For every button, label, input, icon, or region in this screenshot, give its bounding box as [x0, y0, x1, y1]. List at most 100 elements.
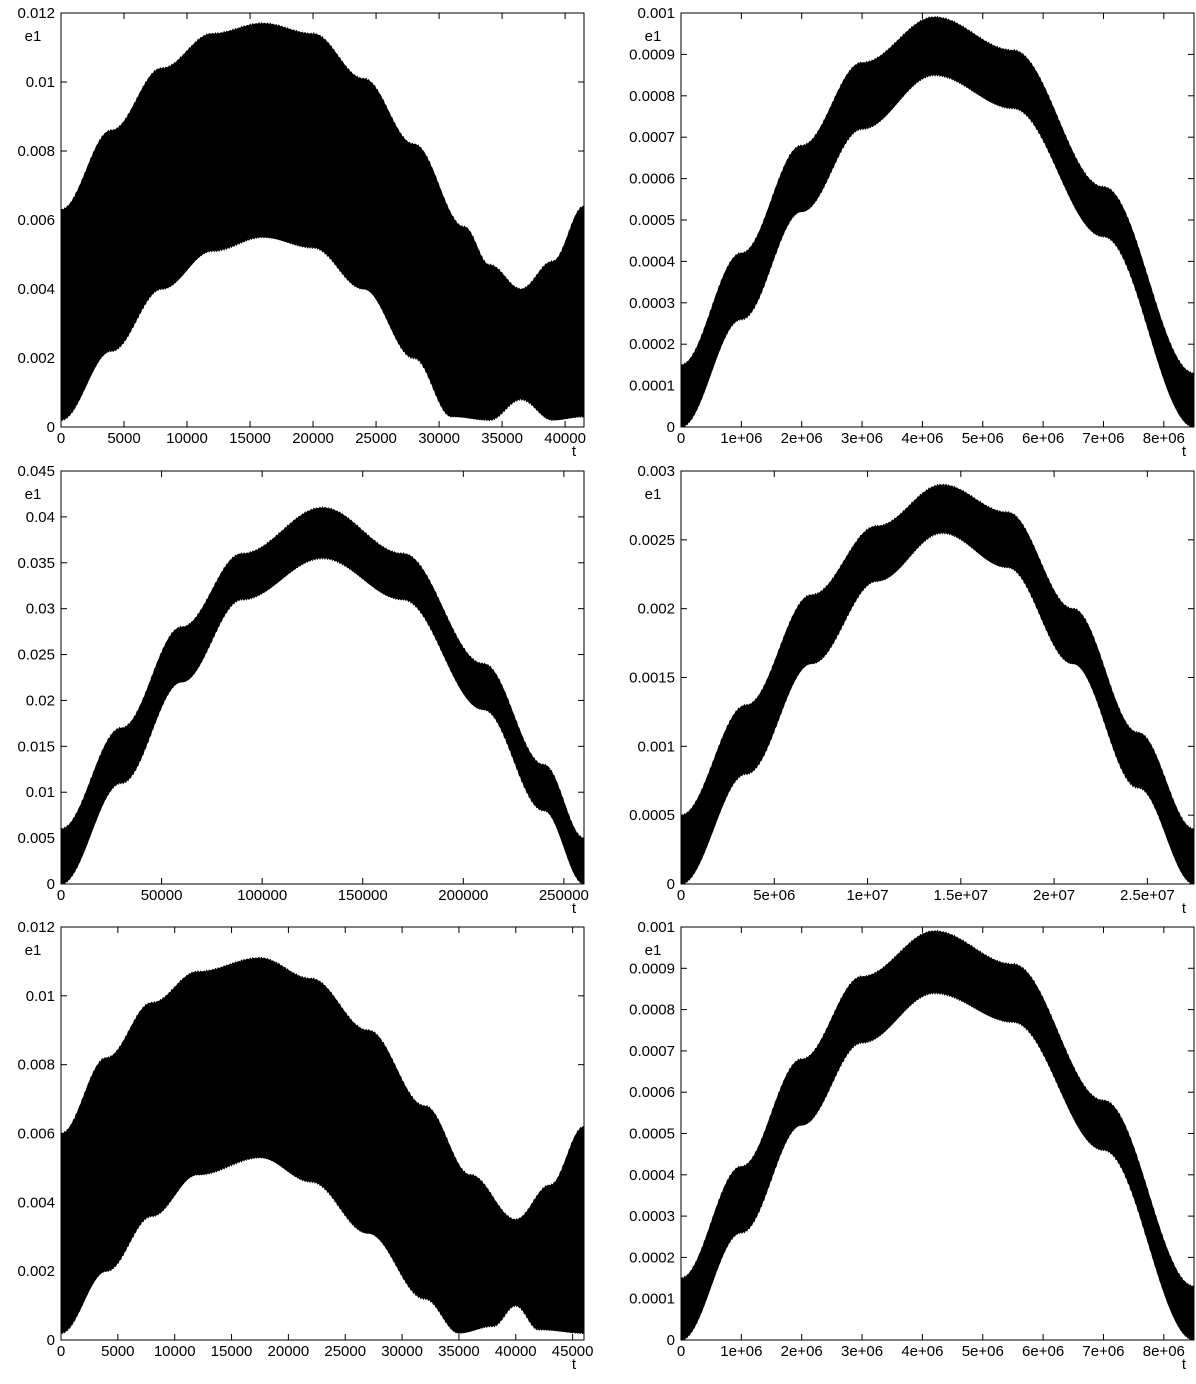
x-tick-label: 15000 [229, 430, 271, 447]
y-tick-label: 0.0002 [629, 1249, 675, 1266]
y-tick-label: 0.0003 [629, 295, 675, 312]
x-tick-label: 25000 [355, 430, 397, 447]
y-tick-label: 0.002 [17, 1263, 55, 1280]
x-tick-label: 0 [57, 887, 65, 904]
x-tick-label: 35000 [481, 430, 523, 447]
y-tick-label: 0.035 [17, 555, 55, 572]
x-axis-label: t [1182, 443, 1187, 460]
y-tick-label: 0.015 [17, 738, 55, 755]
x-tick-label: 35000 [438, 1343, 480, 1360]
x-tick-label: 250000 [539, 887, 589, 904]
y-tick-label: 0.002 [17, 350, 55, 367]
x-tick-label: 30000 [418, 430, 460, 447]
chart-panel-4: 0 0.0005 0.001 0.0015 0.002 0.0025 0.003 0 5e+06… [629, 463, 1195, 917]
y-tick-label: 0.0005 [629, 212, 675, 229]
y-tick-label: 0.001 [637, 5, 675, 22]
y-tick-label: 0.003 [637, 463, 675, 480]
x-tick-label: 6e+06 [1022, 1343, 1064, 1360]
y-tick-label: 0.008 [17, 143, 55, 160]
y-tick-label: 0.0025 [629, 532, 675, 549]
y-tick-label: 0.005 [17, 830, 55, 847]
y-tick-label: 0 [667, 876, 675, 893]
y-tick-label: 0.02 [26, 692, 55, 709]
y-tick-label: 0.01 [26, 988, 55, 1005]
y-tick-label: 0.0009 [629, 960, 675, 977]
envelope-band-2 [680, 15, 1195, 428]
x-tick-label: 45000 [552, 1343, 594, 1360]
envelope-band-4 [680, 483, 1195, 885]
y-tick-label: 0.006 [17, 1126, 55, 1143]
x-tick-label: 150000 [338, 887, 388, 904]
x-tick-label: 100000 [237, 887, 287, 904]
y-tick-label: 0.004 [17, 281, 55, 298]
x-tick-label: 1e+06 [720, 1343, 762, 1360]
x-tick-label: 2.5e+07 [1120, 887, 1175, 904]
x-tick-label: 5e+06 [962, 1343, 1004, 1360]
x-tick-label: 3e+06 [841, 1343, 883, 1360]
y-tick-label: 0.008 [17, 1057, 55, 1074]
x-tick-label: 8e+06 [1143, 1343, 1185, 1360]
envelope-band-3 [60, 506, 585, 885]
y-tick-label: 0.0006 [629, 171, 675, 188]
x-tick-label: 7e+06 [1082, 430, 1124, 447]
x-tick-label: 200000 [438, 887, 488, 904]
y-tick-label: 0.0001 [629, 1291, 675, 1308]
y-tick-label: 0.0007 [629, 1043, 675, 1060]
x-tick-label: 0 [677, 1343, 685, 1360]
y-tick-label: 0.0004 [629, 1167, 675, 1184]
y-tick-label: 0.01 [26, 784, 55, 801]
x-tick-label: 8e+06 [1143, 430, 1185, 447]
x-axis-label: t [572, 443, 577, 460]
plot-frame [60, 470, 585, 885]
x-tick-label: 40000 [495, 1343, 537, 1360]
x-tick-label: 4e+06 [901, 1343, 943, 1360]
x-tick-label: 2e+06 [781, 430, 823, 447]
x-axis-label: t [1182, 1356, 1187, 1373]
y-tick-label: 0.0009 [629, 46, 675, 63]
x-tick-label: 40000 [544, 430, 586, 447]
y-tick-label: 0.001 [637, 919, 675, 936]
x-tick-label: 10000 [166, 430, 208, 447]
y-tick-label: 0 [47, 876, 55, 893]
envelope-band-1 [60, 21, 585, 422]
y-tick-label: 0.012 [17, 5, 55, 22]
y-tick-label: 0.004 [17, 1194, 55, 1211]
y-tick-label: 0.0001 [629, 378, 675, 395]
x-tick-label: 0 [677, 430, 685, 447]
y-tick-label: 0 [47, 419, 55, 436]
x-tick-label: 7e+06 [1082, 1343, 1124, 1360]
x-tick-label: 20000 [292, 430, 334, 447]
x-tick-label: 0 [677, 887, 685, 904]
x-tick-label: 5e+06 [753, 887, 795, 904]
x-tick-label: 4e+06 [901, 430, 943, 447]
y-tick-label: 0 [667, 1332, 675, 1349]
y-tick-label: 0.002 [637, 601, 675, 618]
y-axis-label: e1 [645, 942, 662, 959]
y-tick-label: 0.01 [26, 74, 55, 91]
x-tick-label: 1.5e+07 [933, 887, 988, 904]
y-tick-label: 0.006 [17, 212, 55, 229]
y-axis-label: e1 [25, 486, 42, 503]
y-tick-label: 0 [667, 419, 675, 436]
y-tick-label: 0.001 [637, 738, 675, 755]
x-axis-label: t [572, 900, 577, 917]
y-tick-label: 0.0008 [629, 1002, 675, 1019]
x-tick-label: 5000 [107, 430, 140, 447]
x-tick-label: 1e+07 [846, 887, 888, 904]
x-tick-label: 15000 [211, 1343, 253, 1360]
x-tick-label: 3e+06 [841, 430, 883, 447]
x-tick-label: 0 [57, 430, 65, 447]
x-tick-label: 25000 [324, 1343, 366, 1360]
x-tick-label: 30000 [381, 1343, 423, 1360]
y-tick-label: 0.0005 [629, 807, 675, 824]
y-axis-label: e1 [25, 28, 42, 45]
chart-panel-5: 0 0.002 0.004 0.006 0.008 0.01 0.012 0 5000 10000… [17, 919, 593, 1373]
envelope-band-5 [60, 956, 585, 1335]
y-tick-label: 0.03 [26, 601, 55, 618]
y-tick-label: 0.0008 [629, 88, 675, 105]
y-axis-label: e1 [25, 942, 42, 959]
y-axis-label: e1 [645, 28, 662, 45]
x-tick-label: 0 [57, 1343, 65, 1360]
